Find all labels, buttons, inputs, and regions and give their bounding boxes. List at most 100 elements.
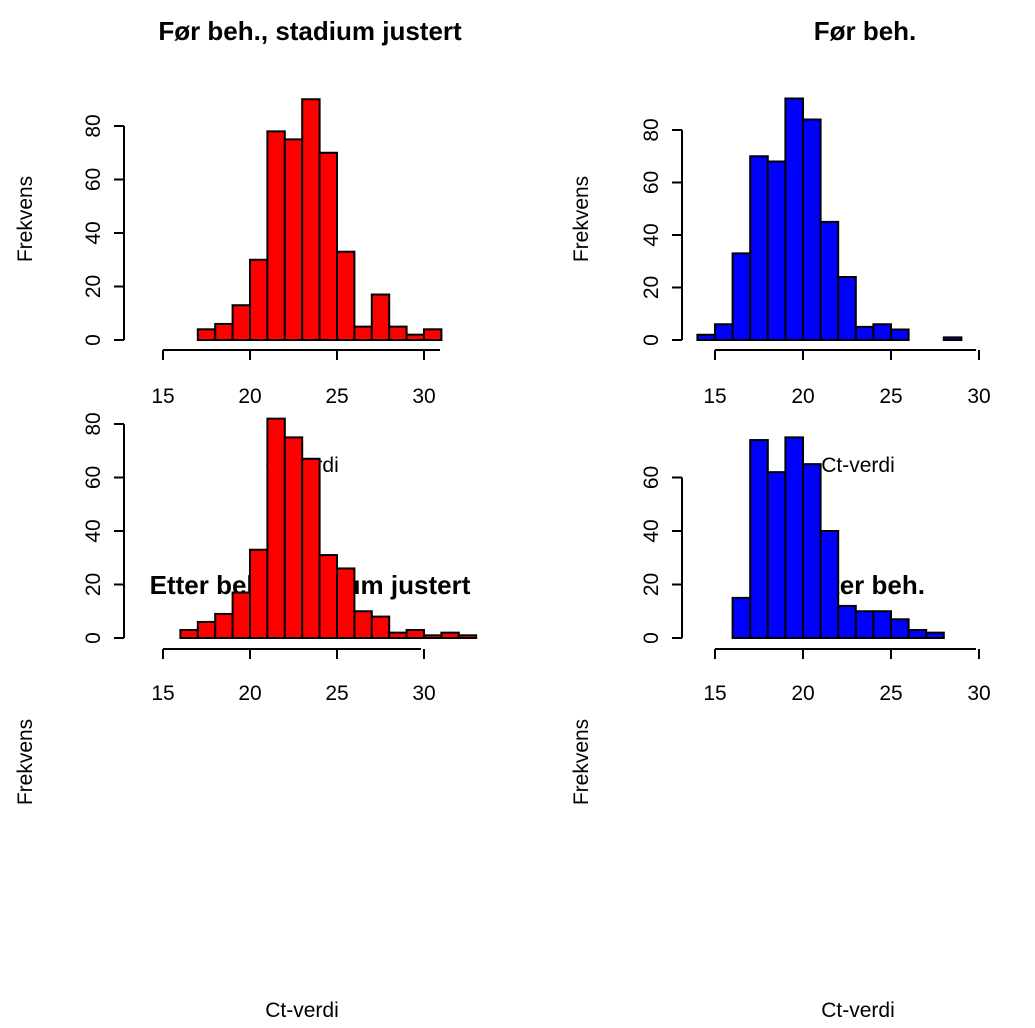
- histogram-bar: [440, 631, 460, 640]
- x-tick-label: 15: [151, 385, 174, 408]
- histogram-bar: [283, 436, 304, 639]
- panel-after: Etter beh. Frekvens Ct-verdi 15 20 25 30020…: [570, 436, 991, 1022]
- histogram-bar: [802, 463, 822, 639]
- y-axis-label: Frekvens: [14, 719, 37, 805]
- y-tick-label: 60: [640, 466, 663, 489]
- bar-series: [696, 97, 963, 341]
- histogram-bar: [370, 615, 391, 639]
- histogram-bar: [714, 323, 734, 341]
- histogram-bar: [837, 276, 857, 341]
- histogram-bar: [907, 628, 928, 639]
- x-tick-label: 25: [879, 385, 902, 408]
- histogram-bar: [942, 336, 963, 341]
- histogram-bar: [283, 138, 304, 341]
- x-axis-label: Ct-verdi: [821, 999, 895, 1022]
- x-tick-label: 30: [967, 385, 990, 408]
- histogram-bar: [457, 634, 478, 640]
- histogram-bar: [872, 610, 893, 639]
- histogram-bar: [336, 567, 356, 640]
- bar-series: [196, 98, 443, 342]
- histogram-bar: [854, 610, 875, 639]
- histogram-bar: [819, 220, 840, 341]
- x-tick-label: 20: [791, 682, 814, 705]
- histogram-bar: [388, 631, 408, 640]
- panel-before-stage-adjusted: Før beh., stadium justert Frekvens Ct-ve…: [14, 16, 462, 477]
- panel-before: Før beh. Frekvens Ct-verdi 15 20 25 30 0 20 40…: [570, 16, 991, 477]
- y-tick-label: 60: [640, 171, 663, 194]
- histogram-bar: [925, 631, 945, 640]
- histogram-bar: [731, 596, 752, 639]
- bar-series: [731, 436, 945, 640]
- histogram-bar: [214, 612, 234, 639]
- chart-title: Før beh., stadium justert: [158, 16, 462, 46]
- histogram-bar: [872, 323, 893, 341]
- x-axis-label: Ct-verdi: [265, 999, 339, 1022]
- chart-title: Før beh.: [814, 16, 917, 46]
- histogram-bar: [214, 322, 234, 342]
- x-tick-label: 20: [791, 385, 814, 408]
- y-tick-label: 80: [640, 118, 663, 141]
- y-tick-label: 60: [82, 168, 105, 191]
- axes: 15 20 25 30 0 20 40 60 80: [640, 118, 991, 408]
- histogram-bar: [766, 160, 787, 341]
- x-tick-label: 15: [703, 385, 726, 408]
- y-axis-label: Frekvens: [570, 719, 593, 805]
- x-tick-label: 20: [238, 385, 261, 408]
- y-axis-label: Frekvens: [570, 176, 593, 262]
- x-tick-label: 25: [325, 682, 348, 705]
- y-tick-label: 0: [82, 334, 105, 346]
- y-tick-label: 0: [640, 334, 663, 346]
- x-tick-label: 30: [412, 682, 435, 705]
- histogram-bar: [749, 155, 769, 341]
- histogram-bar: [353, 610, 373, 639]
- y-tick-label: 20: [640, 573, 663, 596]
- x-tick-label: 25: [879, 682, 902, 705]
- histogram-bar: [405, 628, 426, 639]
- histogram-bar: [231, 304, 252, 342]
- histogram-bar: [696, 333, 717, 341]
- histogram-bar: [318, 151, 339, 341]
- histogram-bar: [249, 548, 269, 639]
- y-tick-label: 20: [82, 573, 105, 596]
- histogram-bar: [731, 252, 752, 341]
- x-tick-label: 25: [325, 385, 348, 408]
- y-tick-label: 40: [82, 519, 105, 542]
- histogram-bar: [749, 439, 769, 639]
- y-tick-label: 40: [82, 221, 105, 244]
- y-tick-label: 0: [640, 632, 663, 644]
- histogram-bar: [318, 554, 339, 640]
- axes: 15 20 25 30 0 20 40 60 80: [82, 114, 440, 408]
- histogram-bar: [423, 634, 443, 640]
- histogram-bar: [249, 258, 269, 341]
- histogram-bar: [301, 98, 321, 341]
- bar-series: [179, 417, 478, 640]
- histogram-bar: [266, 130, 286, 341]
- y-tick-label: 0: [82, 632, 105, 644]
- histogram-bar: [405, 333, 426, 341]
- histogram-bar: [784, 97, 805, 341]
- y-tick-label: 40: [640, 519, 663, 542]
- histogram-bar: [837, 604, 857, 640]
- x-tick-label: 20: [238, 682, 261, 705]
- histogram-bar: [336, 250, 356, 342]
- histogram-bar: [370, 293, 391, 341]
- histogram-bar: [353, 325, 373, 341]
- histogram-bar: [802, 118, 822, 341]
- y-tick-label: 80: [82, 412, 105, 435]
- histogram-bar: [890, 618, 910, 640]
- histogram-bar: [423, 328, 443, 341]
- histogram-bar: [854, 325, 875, 341]
- y-axis-label: Frekvens: [14, 176, 37, 262]
- histogram-bar: [266, 417, 286, 639]
- y-tick-label: 20: [82, 275, 105, 298]
- y-tick-label: 40: [640, 223, 663, 246]
- panel-after-stage-adjusted: Etter beh., stadium justert Frekvens Ct-…: [14, 412, 478, 1022]
- x-tick-label: 15: [151, 682, 174, 705]
- histogram-bar: [196, 328, 217, 341]
- histogram-bar: [766, 471, 787, 639]
- axes: 15 20 25 30 0 20 40 60 80: [82, 412, 436, 705]
- x-tick-label: 15: [703, 682, 726, 705]
- axes: 15 20 25 30 0 20 40 60: [640, 466, 991, 705]
- histogram-bar: [890, 328, 910, 341]
